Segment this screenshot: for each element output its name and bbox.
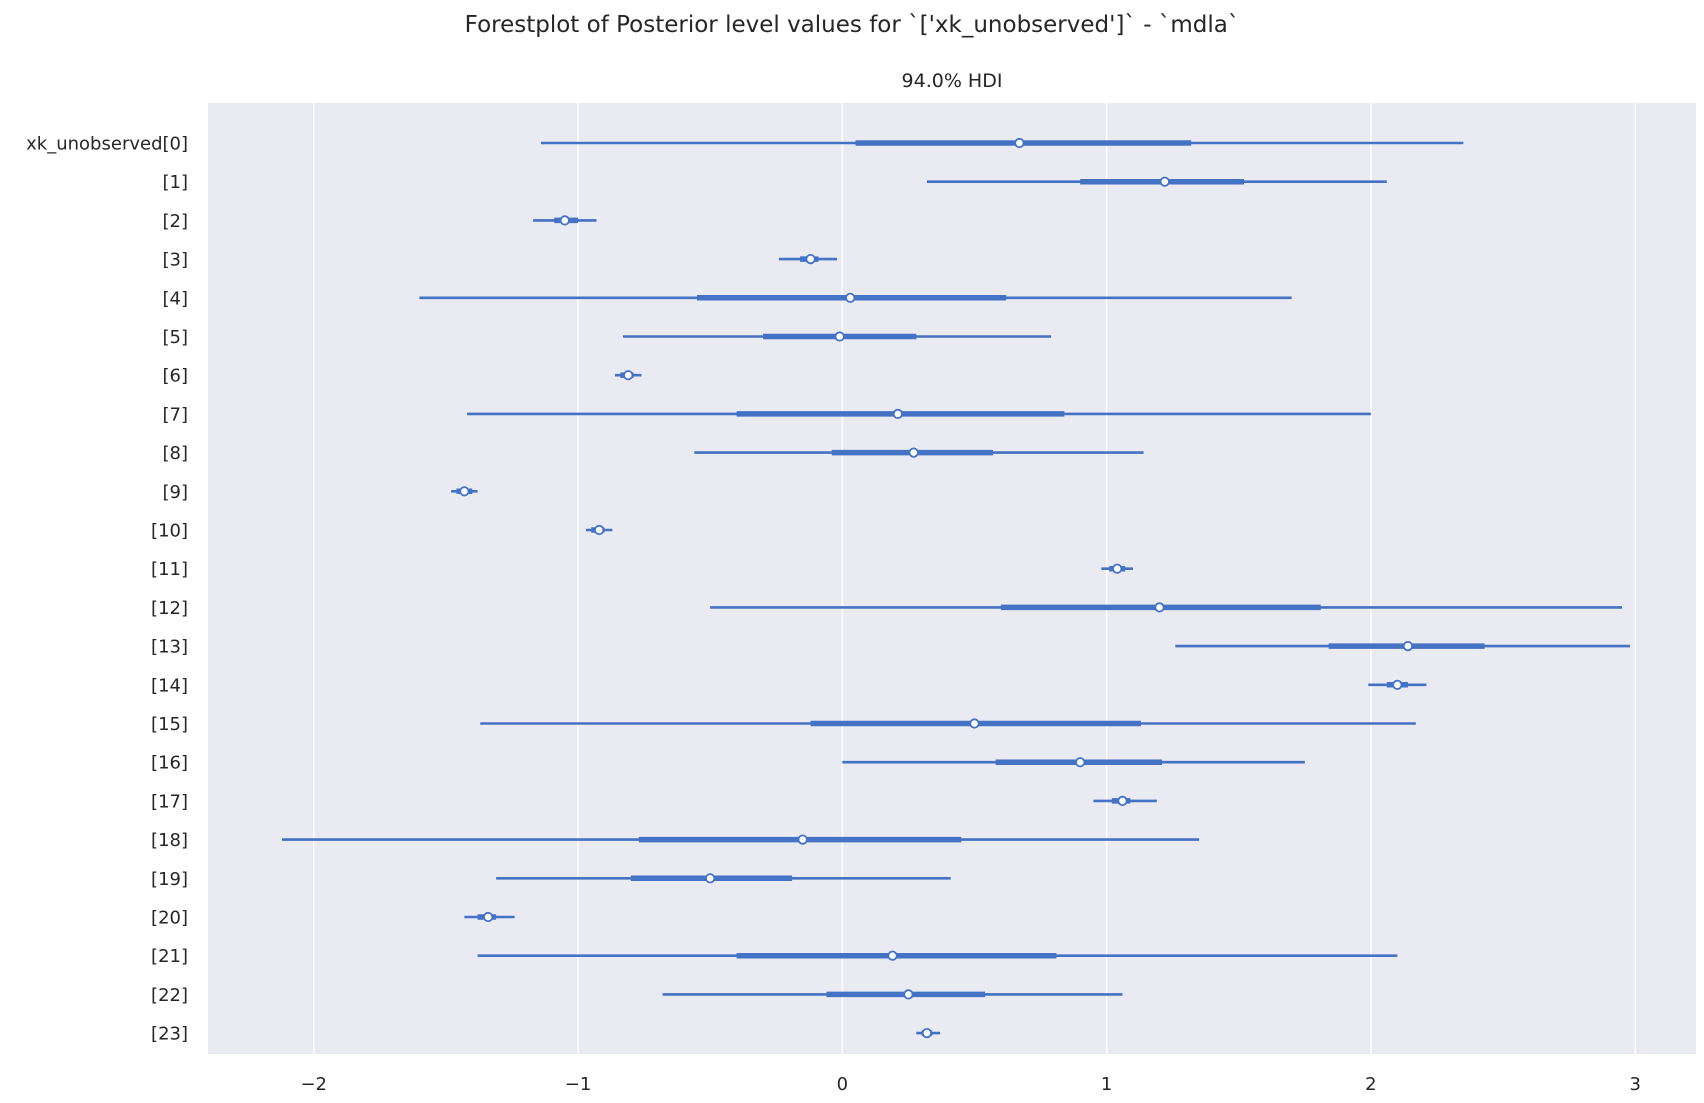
variable-row (467, 408, 1371, 419)
median-point (921, 1028, 932, 1039)
variable-row (926, 176, 1387, 187)
x-tick-label: −2 (300, 1074, 327, 1095)
median-point (623, 370, 634, 381)
variable-row (710, 602, 1622, 613)
median-point (903, 989, 914, 1000)
y-tick-label: [15] (151, 714, 188, 735)
variable-row (622, 331, 1052, 342)
y-tick-label: [18] (151, 830, 188, 851)
variable-row (541, 137, 1464, 149)
variable-row (916, 1028, 941, 1039)
median-point (1392, 679, 1403, 690)
median-point (1112, 563, 1123, 574)
median-point (797, 834, 808, 845)
median-point (705, 873, 716, 884)
y-tick-label: [20] (151, 908, 188, 929)
x-tick-label: 0 (837, 1074, 848, 1095)
y-tick-label: [13] (151, 637, 188, 658)
median-point (805, 254, 816, 265)
figure-title: Forestplot of Posterior level values for… (464, 12, 1240, 38)
median-point (1154, 602, 1165, 613)
median-point (1159, 176, 1170, 187)
variable-row (694, 447, 1144, 458)
x-tick-label: 3 (1629, 1074, 1640, 1095)
median-point (1014, 137, 1025, 149)
median-point (845, 292, 856, 303)
variable-row (1368, 679, 1427, 690)
variable-row (419, 292, 1292, 303)
axes-subtitle: 94.0% HDI (902, 70, 1003, 92)
median-point (1075, 757, 1086, 768)
x-tick-label: −1 (565, 1074, 592, 1095)
y-tick-label: [12] (151, 598, 188, 619)
variable-row (842, 757, 1305, 768)
plot-area (208, 103, 1696, 1054)
y-tick-label: [19] (151, 869, 188, 890)
median-point (892, 408, 903, 419)
median-point (834, 331, 845, 342)
variable-row (662, 989, 1123, 1000)
median-point (459, 486, 470, 497)
x-tick-labels: −2 −1 0 1 2 3 (300, 1074, 1640, 1095)
variable-row (282, 834, 1200, 845)
variable-row (464, 911, 515, 923)
variable-row (1101, 563, 1134, 574)
variable-row (451, 486, 478, 497)
median-point (483, 911, 494, 923)
variable-row (1175, 640, 1630, 652)
y-tick-label: [5] (163, 327, 189, 348)
y-tick-label: [16] (151, 753, 188, 774)
y-tick-labels: xk_unobserved[0] [1] [2] [3] [4] [5] [6] [7] [8]… (26, 134, 188, 1045)
variable-row (1093, 795, 1157, 807)
median-point (969, 718, 980, 729)
y-tick-label: xk_unobserved[0] (26, 134, 188, 155)
interval-marks (282, 137, 1630, 1039)
y-tick-label: [22] (151, 985, 188, 1006)
y-tick-label: [3] (163, 250, 189, 271)
x-tick-label: 2 (1365, 1074, 1376, 1095)
variable-row (480, 718, 1416, 729)
y-tick-label: [9] (163, 482, 189, 503)
variable-row (778, 254, 838, 265)
y-tick-label: [17] (151, 791, 188, 812)
gridlines (312, 103, 1636, 1054)
y-tick-label: [1] (163, 172, 189, 193)
variable-row (477, 950, 1398, 961)
variable-row (615, 370, 642, 381)
median-point (594, 524, 605, 536)
y-tick-label: [23] (151, 1024, 188, 1045)
variable-row (585, 524, 613, 536)
y-tick-label: [14] (151, 675, 188, 696)
variable-row (496, 873, 951, 884)
y-tick-label: [10] (151, 521, 188, 542)
y-tick-label: [4] (163, 288, 189, 309)
y-tick-label: [11] (151, 559, 188, 580)
variable-row (533, 215, 597, 226)
y-tick-label: [6] (163, 366, 189, 387)
median-point (908, 447, 919, 458)
y-tick-label: [2] (163, 211, 189, 232)
median-point (1402, 640, 1414, 652)
median-point (887, 950, 898, 961)
median-point (1117, 795, 1128, 807)
y-tick-label: [8] (163, 443, 189, 464)
y-tick-label: [7] (163, 404, 189, 425)
median-point (559, 215, 570, 226)
x-tick-label: 1 (1101, 1074, 1112, 1095)
y-tick-label: [21] (151, 946, 188, 967)
